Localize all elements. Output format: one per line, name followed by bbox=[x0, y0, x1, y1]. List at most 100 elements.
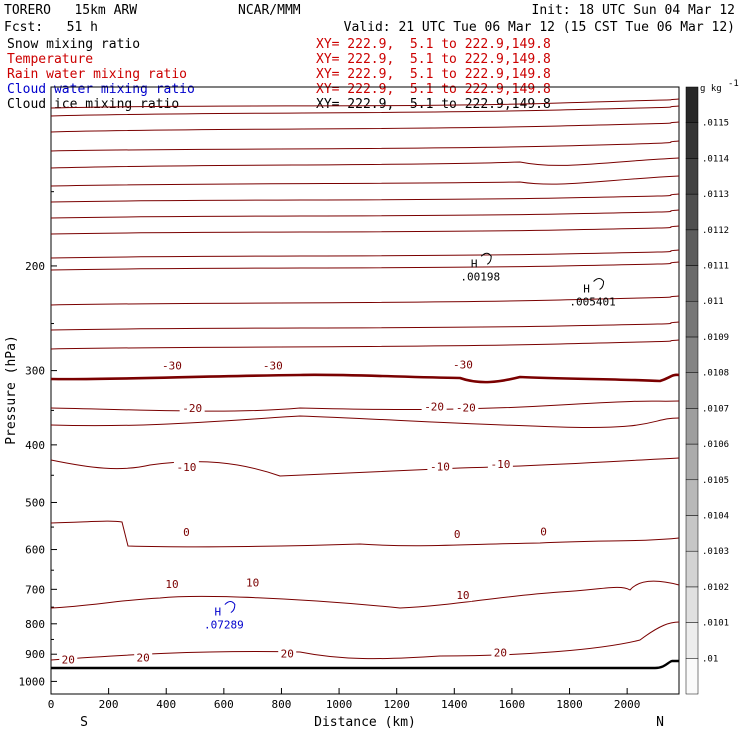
maximum-contour bbox=[593, 277, 605, 290]
field-snow-xy: XY= 222.9, 5.1 to 222.9,149.8 bbox=[316, 37, 551, 52]
isotherm-line bbox=[50, 121, 680, 133]
contour-label-bg bbox=[162, 577, 181, 591]
colorbar-segment bbox=[685, 300, 699, 338]
colorbar-segment bbox=[685, 265, 699, 302]
isotherm-line bbox=[50, 400, 680, 412]
maximum-value: .005401 bbox=[569, 295, 615, 308]
maximum-contour bbox=[480, 252, 492, 265]
contour-label: 20 bbox=[281, 648, 294, 661]
forecast-hour: Fcst: 51 h bbox=[4, 20, 98, 35]
contour-label: -20 bbox=[182, 402, 202, 415]
field-rain-name: Rain water mixing ratio bbox=[7, 67, 187, 82]
contour-label-bg bbox=[179, 401, 205, 415]
isotherm-line bbox=[50, 193, 680, 203]
contour-label: -30 bbox=[453, 359, 473, 372]
colorbar-segment bbox=[685, 408, 699, 445]
y-axis-title: Pressure (hPa) bbox=[4, 335, 19, 445]
isotherm-line bbox=[50, 415, 680, 428]
contour-label-bg bbox=[538, 524, 550, 538]
isotherm-line bbox=[50, 520, 680, 548]
plot-frame bbox=[50, 86, 680, 695]
colorbar-segment bbox=[685, 158, 699, 195]
contour-label-bg bbox=[278, 646, 297, 660]
contour-label-bg bbox=[453, 588, 472, 602]
colorbar-label: .0114 bbox=[702, 154, 729, 164]
maximum-h-label: H bbox=[471, 257, 478, 270]
colorbar-segment bbox=[685, 193, 699, 231]
x-end-label-south: S bbox=[80, 715, 88, 730]
colorbar-segment bbox=[685, 122, 699, 159]
y-tick-label: 1000 bbox=[19, 675, 46, 688]
colorbar-label: .0108 bbox=[702, 369, 729, 379]
contour-label-bg bbox=[180, 525, 192, 539]
contour-label-bg bbox=[134, 650, 153, 664]
contour-label-bg bbox=[59, 652, 78, 666]
contour-label: -10 bbox=[176, 461, 196, 474]
colorbar-label: .0111 bbox=[702, 262, 729, 272]
isotherm-contours bbox=[50, 98, 680, 670]
colorbar-label: .0115 bbox=[702, 119, 729, 129]
isotherm-line bbox=[50, 580, 680, 609]
center-name: NCAR/MMM bbox=[238, 3, 301, 18]
field-temperature-xy: XY= 222.9, 5.1 to 222.9,149.8 bbox=[316, 52, 551, 67]
contour-label: 20 bbox=[62, 653, 75, 666]
contour-label-bg bbox=[173, 460, 199, 474]
colorbar-label: .0107 bbox=[702, 404, 729, 414]
isotherm-line bbox=[50, 105, 680, 117]
contour-label-bg bbox=[487, 457, 513, 471]
y-tick-label: 400 bbox=[25, 439, 45, 452]
colorbar-segment bbox=[685, 586, 699, 623]
x-tick-label: 1800 bbox=[556, 698, 583, 711]
contour-label: -30 bbox=[263, 359, 283, 372]
maximum-h-label: H bbox=[215, 606, 222, 619]
contour-label: 20 bbox=[137, 652, 150, 665]
y-tick-label: 200 bbox=[25, 260, 45, 273]
colorbar-label: .01 bbox=[702, 654, 718, 664]
axis-ticks: 0 200 400 600 800 1000 1200 1400 1600 1800 2000200… bbox=[19, 191, 640, 711]
contour-labels: -30 -30 -30 -20 -20 -20 -10 -10 -10 0 0 0 10 10 10 20 20… bbox=[59, 357, 550, 666]
x-tick-label: 1200 bbox=[383, 698, 410, 711]
isotherm-line bbox=[50, 261, 680, 271]
colorbar-label: .0101 bbox=[702, 619, 729, 629]
contour-label: -20 bbox=[424, 401, 444, 414]
colorbar-label: .0102 bbox=[702, 583, 729, 593]
isotherm-line bbox=[50, 621, 680, 661]
colorbar-segment bbox=[685, 86, 699, 123]
contour-label: -10 bbox=[490, 458, 510, 471]
y-tick-label: 700 bbox=[25, 583, 45, 596]
y-tick-label: 900 bbox=[25, 648, 45, 661]
maximum-h-label: H bbox=[583, 282, 590, 295]
model-name: TORERO 15km ARW bbox=[4, 3, 137, 18]
isotherm-line bbox=[50, 321, 680, 331]
colorbar-segment bbox=[685, 622, 699, 659]
colorbar-segment bbox=[685, 515, 699, 552]
isotherm-line bbox=[50, 295, 680, 306]
field-temperature-name: Temperature bbox=[7, 52, 93, 67]
y-tick-label: 300 bbox=[25, 365, 45, 378]
colorbar-segment bbox=[685, 336, 699, 373]
colorbar-label: .0103 bbox=[702, 547, 729, 557]
isotherm-line bbox=[50, 373, 680, 384]
field-cloud-ice-xy: XY= 222.9, 5.1 to 222.9,149.8 bbox=[316, 97, 551, 112]
isotherm-line bbox=[50, 249, 680, 259]
colorbar-segment bbox=[685, 229, 699, 266]
isotherm-line bbox=[50, 457, 680, 477]
colorbar-segment bbox=[685, 479, 699, 516]
isotherm-line bbox=[50, 209, 680, 219]
contour-label: 0 bbox=[454, 528, 461, 541]
colorbar: .01 .0101 .0102 .0103 .0104 .0105 .0106 .0107 .0… bbox=[685, 79, 739, 695]
colorbar-segment bbox=[685, 550, 699, 588]
y-tick-label: 800 bbox=[25, 618, 45, 631]
x-tick-label: 1600 bbox=[499, 698, 526, 711]
contour-label-bg bbox=[451, 527, 463, 541]
contour-label: 10 bbox=[456, 589, 469, 602]
colorbar-label: .0113 bbox=[702, 190, 729, 200]
valid-time: Valid: 21 UTC Tue 06 Mar 12 (15 CST Tue … bbox=[344, 20, 735, 35]
x-tick-label: 0 bbox=[48, 698, 55, 711]
colorbar-segment bbox=[685, 372, 699, 409]
maximum-value: .00198 bbox=[460, 270, 500, 283]
colorbar-segment bbox=[685, 443, 699, 481]
colorbar-segment bbox=[685, 658, 699, 695]
